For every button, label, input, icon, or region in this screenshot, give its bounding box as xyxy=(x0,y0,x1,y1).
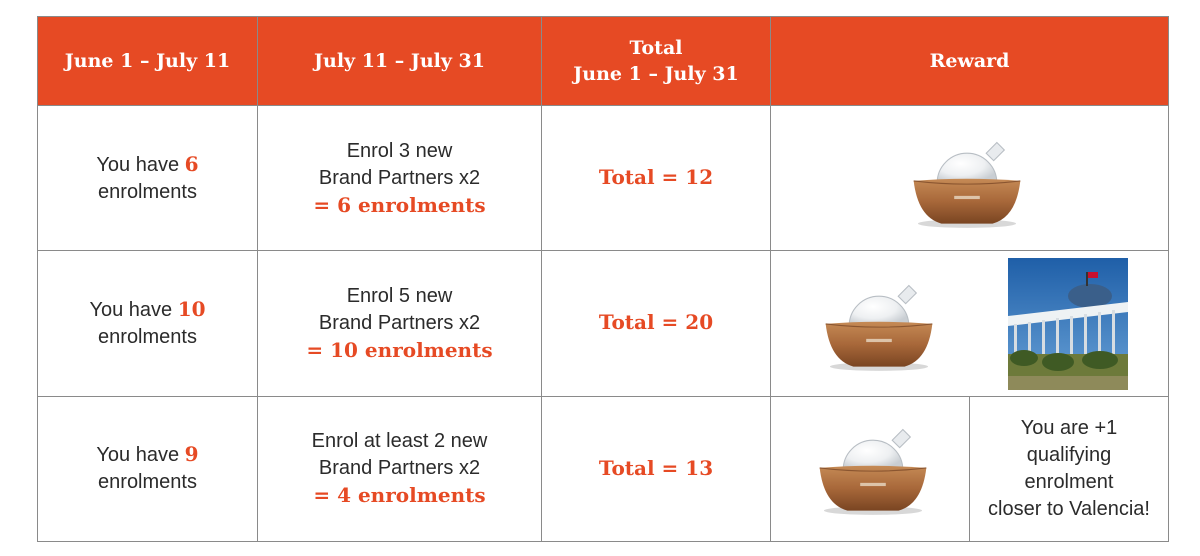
current-enrolments-cell: You have 9 enrolments xyxy=(37,395,258,543)
enrol-line-2: Brand Partners x2 xyxy=(318,311,481,334)
current-enrolments-cell: You have 10 enrolments xyxy=(37,250,258,397)
have-suffix: enrolments xyxy=(98,325,197,348)
have-count: 9 xyxy=(184,442,199,467)
reward-note-line: qualifying xyxy=(1026,443,1112,466)
header-total-range: June 1 – July 31 xyxy=(573,63,739,85)
diffuser-image xyxy=(813,277,945,373)
have-prefix: You have xyxy=(96,153,185,176)
total-value: Total = 20 xyxy=(598,310,714,335)
have-prefix: You have xyxy=(96,444,185,467)
valencia-building-photo xyxy=(1008,258,1128,391)
total-cell: Total = 12 xyxy=(541,104,771,252)
reward-note-line: enrolment xyxy=(1024,470,1114,493)
total-cell: Total = 13 xyxy=(541,395,771,543)
have-prefix: You have xyxy=(89,298,178,321)
have-suffix: enrolments xyxy=(98,180,197,203)
reward-note-line: closer to Valencia! xyxy=(988,497,1150,520)
diffuser-image xyxy=(901,134,1033,230)
diffuser-image xyxy=(807,421,939,517)
table-row: You have 9 enrolments Enrol at least 2 n… xyxy=(37,395,1169,543)
enrol-line-1: Enrol at least 2 new xyxy=(311,430,488,453)
total-value: Total = 12 xyxy=(598,165,714,190)
header-period-2: July 11 – July 31 xyxy=(257,16,542,106)
table-row: You have 10 enrolments Enrol 5 new Brand… xyxy=(37,250,1169,397)
enrol-line-2: Brand Partners x2 xyxy=(318,457,481,480)
table-row: You have 6 enrolments Enrol 3 new Brand … xyxy=(37,104,1169,252)
new-enrolments-cell: Enrol at least 2 new Brand Partners x2 =… xyxy=(257,395,542,543)
new-enrolments-cell: Enrol 5 new Brand Partners x2 = 10 enrol… xyxy=(257,250,542,397)
enrol-line-1: Enrol 5 new xyxy=(346,284,453,307)
new-enrolments-cell: Enrol 3 new Brand Partners x2 = 6 enrolm… xyxy=(257,104,542,252)
enrol-result: = 6 enrolments xyxy=(313,192,486,217)
enrol-result: = 4 enrolments xyxy=(313,483,486,508)
header-period-1: June 1 – July 11 xyxy=(37,16,258,106)
reward-cell xyxy=(770,104,1169,252)
header-total-title: Total xyxy=(629,37,683,59)
table-header-row: June 1 – July 11 July 11 – July 31 Total… xyxy=(37,16,1169,106)
header-reward: Reward xyxy=(770,16,1169,106)
enrol-line-2: Brand Partners x2 xyxy=(318,166,481,189)
have-count: 6 xyxy=(184,151,199,176)
header-total: Total June 1 – July 31 xyxy=(541,16,771,106)
total-value: Total = 13 xyxy=(598,455,714,480)
current-enrolments-cell: You have 6 enrolments xyxy=(37,104,258,252)
enrol-result: = 10 enrolments xyxy=(306,337,493,362)
have-count: 10 xyxy=(177,296,206,321)
enrol-line-1: Enrol 3 new xyxy=(346,139,453,162)
enrolment-reward-table: June 1 – July 11 July 11 – July 31 Total… xyxy=(37,16,1169,543)
reward-cell xyxy=(770,250,1169,397)
reward-note-line: You are +1 xyxy=(1020,416,1118,439)
have-suffix: enrolments xyxy=(98,471,197,494)
reward-note-cell: You are +1 qualifying enrolment closer t… xyxy=(969,395,1169,543)
reward-cell xyxy=(770,395,970,543)
total-cell: Total = 20 xyxy=(541,250,771,397)
